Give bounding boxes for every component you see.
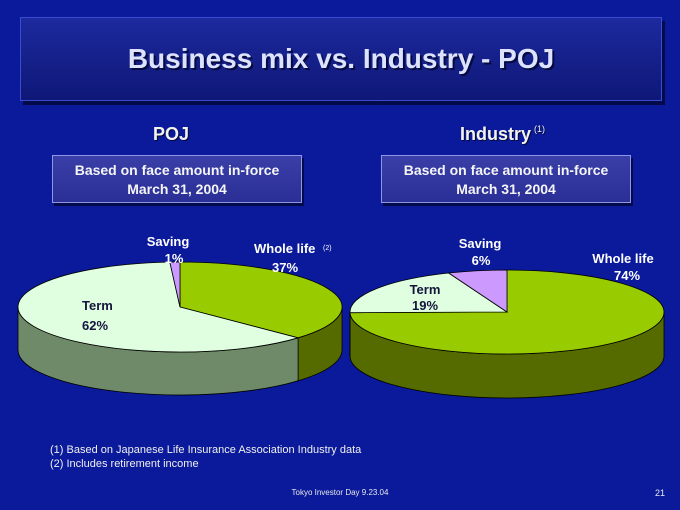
poj-term-pct: 62% (82, 318, 108, 333)
industry-slice-saving (447, 269, 508, 313)
industry-term-pct: 19% (412, 298, 438, 313)
footnotes: (1) Based on Japanese Life Insurance Ass… (50, 443, 361, 471)
industry-slice-whole-life (349, 269, 665, 355)
poj-basis-line2: March 31, 2004 (127, 181, 227, 197)
slide-title: Business mix vs. Industry - POJ (127, 43, 555, 74)
poj-slice-term (17, 261, 300, 353)
page-number: 21 (655, 488, 666, 498)
poj-saving-label: Saving (147, 234, 190, 249)
poj-wholelife-label: Whole life (254, 241, 315, 256)
industry-basis-line1: Based on face amount in-force (403, 162, 609, 178)
poj-heading-text: POJ (153, 124, 190, 144)
industry-heading-note: (1) (534, 124, 546, 134)
industry-slice-term (349, 272, 509, 314)
industry-saving-label: Saving (459, 236, 502, 251)
industry-wholelife-pct: 74% (614, 268, 640, 283)
industry-pie (349, 269, 665, 399)
poj-basis-line1: Based on face amount in-force (74, 162, 280, 178)
industry-term-label: Term (410, 282, 441, 297)
poj-saving-pct: 1% (165, 251, 184, 266)
poj-slice-whole-life (179, 261, 343, 339)
poj-pie (17, 261, 343, 396)
industry-wholelife-label: Whole life (592, 251, 653, 266)
title-bar: Business mix vs. Industry - POJ (20, 17, 662, 101)
poj-heading: POJ (153, 124, 189, 145)
footnote-1: (1) Based on Japanese Life Insurance Ass… (50, 444, 362, 456)
poj-slice-saving (169, 261, 181, 308)
poj-basis-box: Based on face amount in-force March 31, … (52, 155, 302, 203)
footnote-2: (2) Includes retirement income (50, 458, 199, 470)
industry-basis-line2: March 31, 2004 (456, 181, 556, 197)
footer-text: Tokyo Investor Day 9.23.04 (291, 488, 389, 497)
industry-saving-pct: 6% (472, 253, 491, 268)
industry-basis-box: Based on face amount in-force March 31, … (381, 155, 631, 203)
poj-term-label: Term (82, 298, 113, 313)
industry-heading-text: Industry (460, 124, 532, 144)
poj-wholelife-note: (2) (323, 245, 332, 252)
poj-wholelife-pct: 37% (272, 260, 298, 275)
industry-heading: Industry (1) (460, 124, 545, 145)
